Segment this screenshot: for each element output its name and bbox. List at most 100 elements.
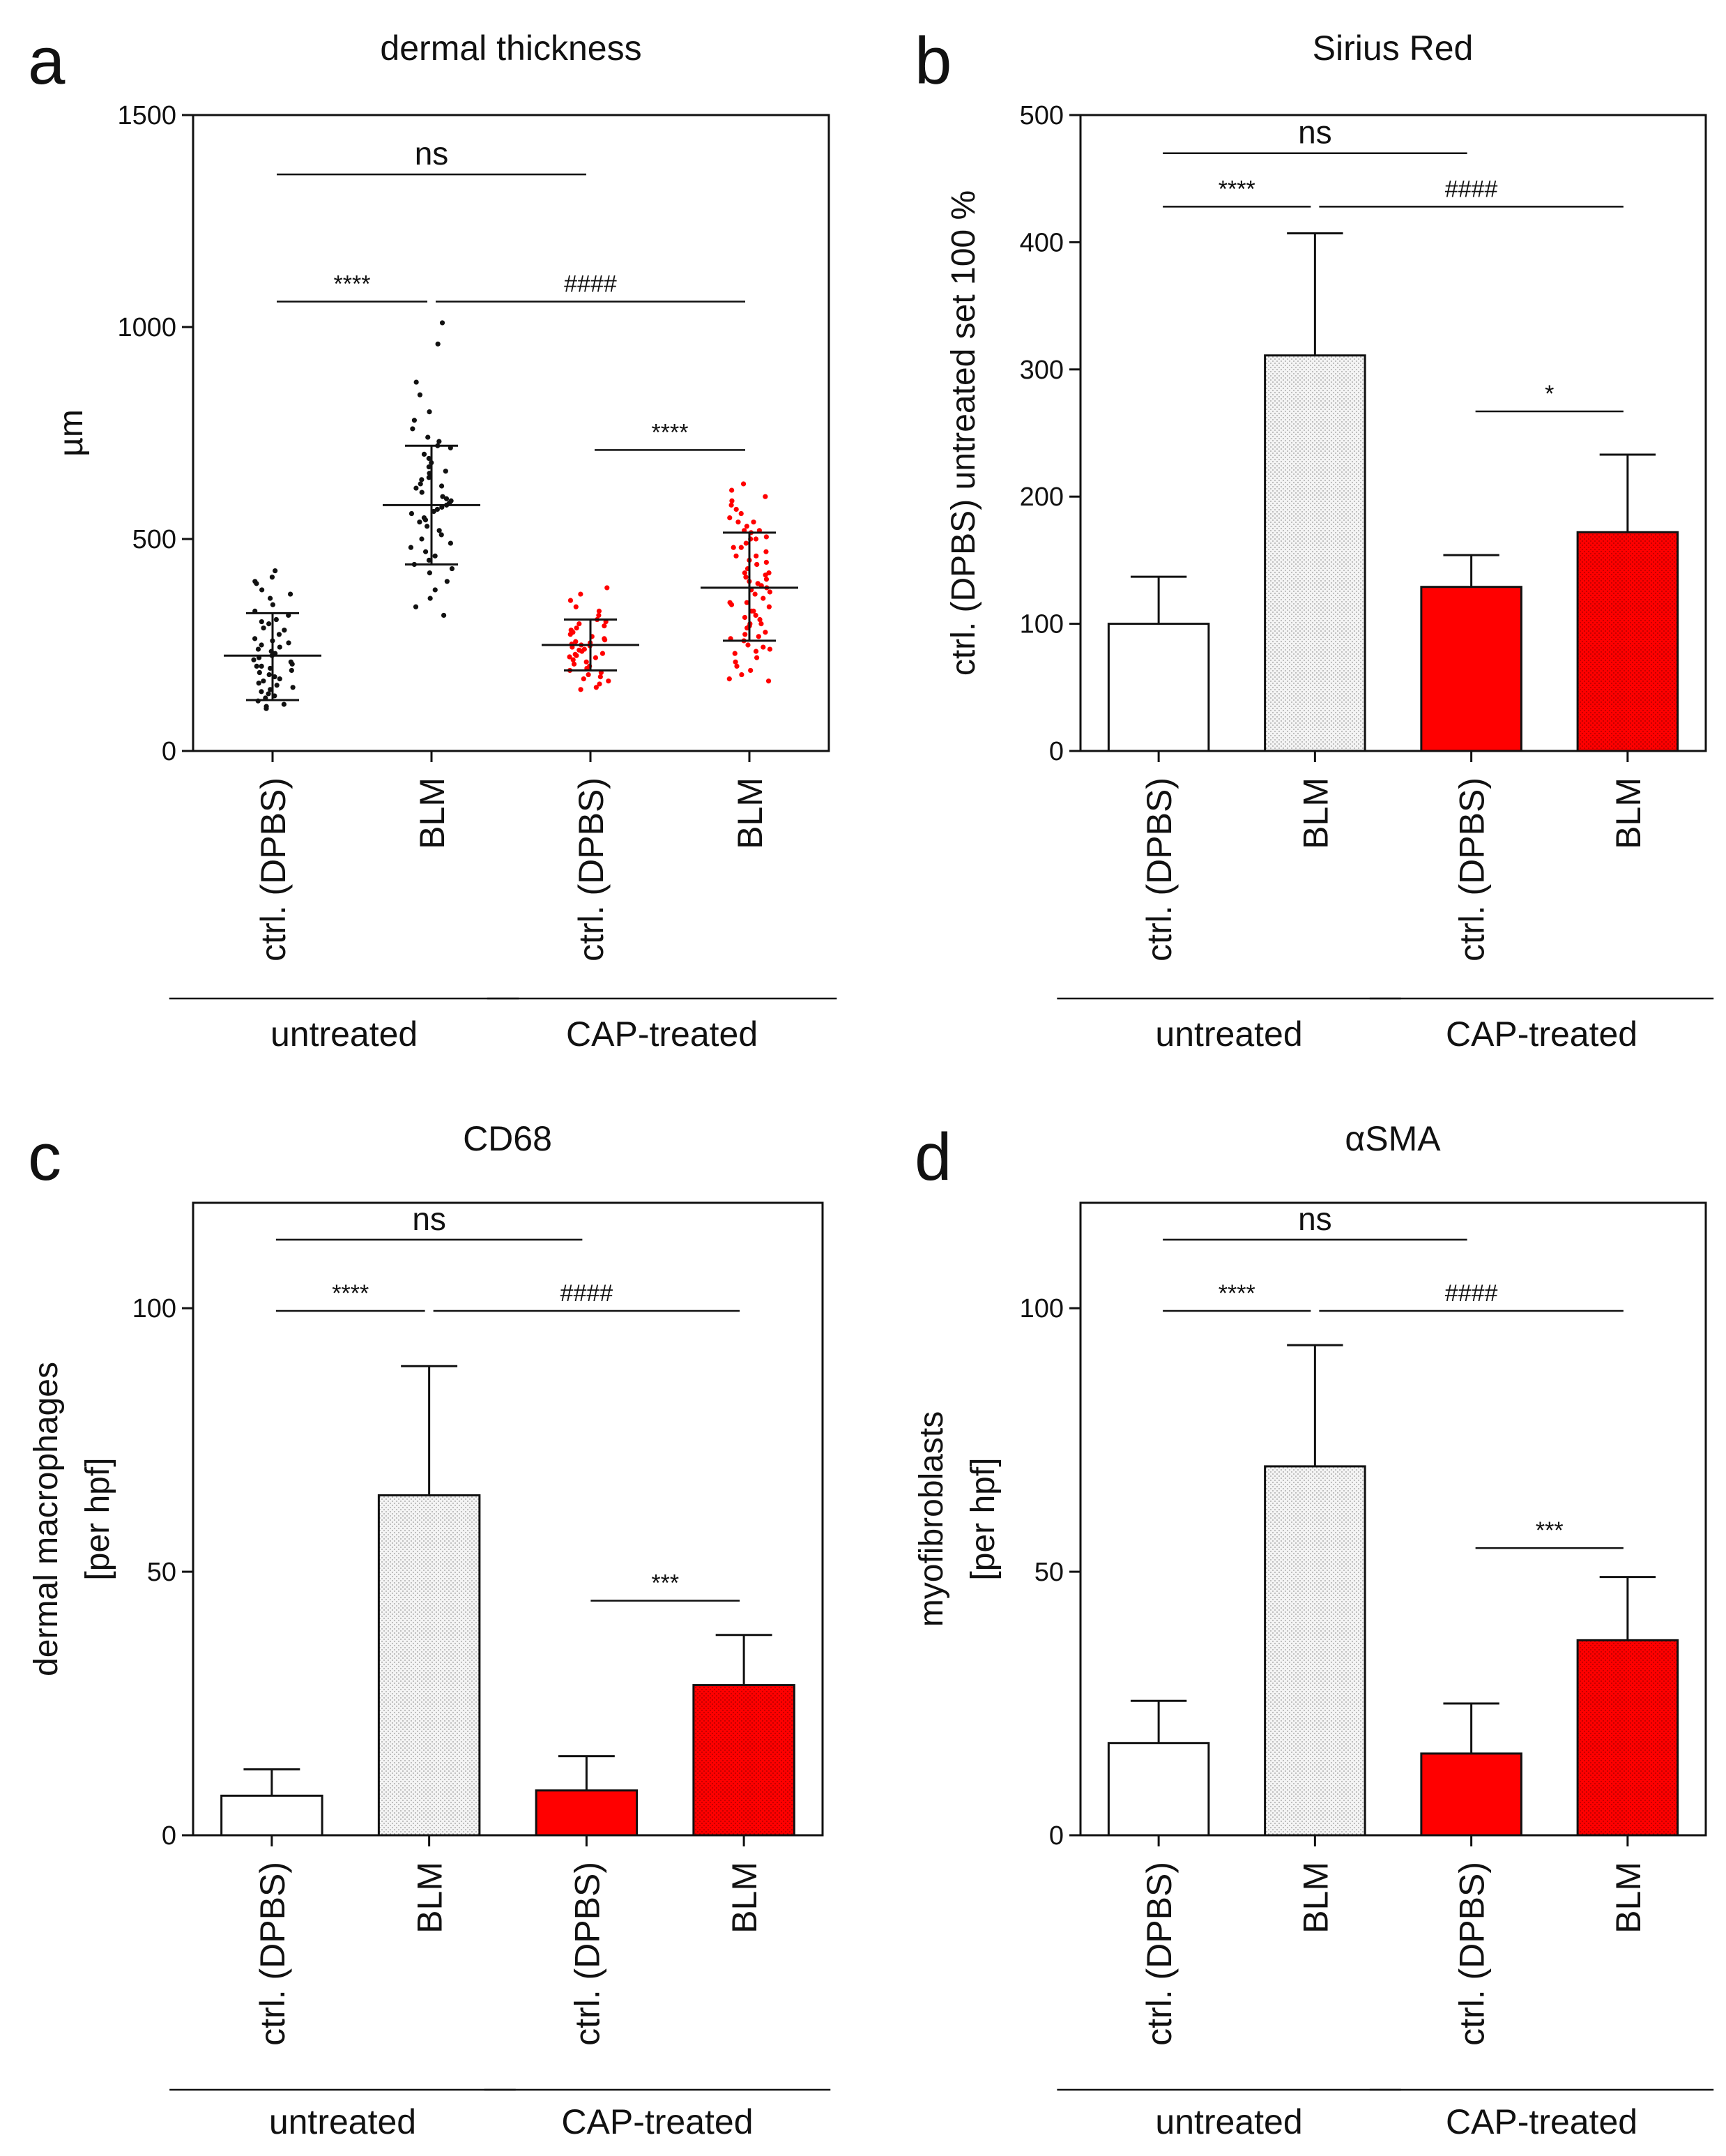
data-point <box>255 646 261 652</box>
data-point <box>411 418 418 423</box>
y-axis-label: µm <box>53 409 90 457</box>
data-point <box>421 451 427 457</box>
category-label: BLM <box>731 777 770 849</box>
data-point <box>281 701 287 707</box>
data-point <box>743 540 749 546</box>
data-point <box>743 575 749 580</box>
data-point <box>259 642 264 648</box>
data-point <box>427 595 433 601</box>
data-point <box>419 477 425 483</box>
bar <box>1576 531 1679 752</box>
data-point <box>763 572 768 578</box>
plot-frame <box>1079 114 1707 752</box>
data-point <box>427 570 432 576</box>
significance-label: ns <box>412 1201 446 1237</box>
y-tick-label: 50 <box>1034 1558 1064 1587</box>
category-label: BLM <box>725 1862 764 1934</box>
data-point <box>413 485 419 491</box>
bar <box>1264 1465 1366 1837</box>
category-label: BLM <box>413 777 452 849</box>
significance-label: #### <box>560 1280 613 1307</box>
data-point <box>432 587 438 593</box>
data-point <box>597 681 602 687</box>
data-point <box>738 510 744 517</box>
data-point <box>257 669 262 676</box>
significance-label: *** <box>1536 1517 1564 1544</box>
data-point <box>726 676 732 682</box>
data-point <box>763 630 768 635</box>
category-label: ctrl. (DPBS) <box>567 1862 606 2046</box>
data-point <box>567 632 573 637</box>
significance-label: **** <box>334 271 371 298</box>
data-point <box>259 618 264 625</box>
data-point <box>441 612 447 618</box>
panel-d: d αSMA 0 50 100 myofibroblasts [per hpf] ctrl. … <box>913 1119 1714 2141</box>
data-point <box>269 575 275 580</box>
data-point <box>734 663 740 669</box>
data-point <box>573 639 579 644</box>
plot-frame <box>1079 1201 1707 1837</box>
data-point <box>763 494 768 499</box>
data-point <box>422 549 429 554</box>
data-point <box>419 536 425 542</box>
group-label: CAP-treated <box>561 2102 753 2141</box>
data-point <box>744 625 750 631</box>
data-point <box>744 600 750 605</box>
data-point <box>435 341 441 347</box>
category-label: ctrl. (DPBS) <box>1140 777 1179 962</box>
category-label: ctrl. (DPBS) <box>254 777 293 962</box>
data-point <box>766 604 772 609</box>
category-label: BLM <box>411 1862 450 1934</box>
y-axis-label-line1: myofibroblasts <box>913 1411 950 1627</box>
data-point <box>417 519 422 525</box>
y-tick-label: 400 <box>1020 228 1064 257</box>
group-label: CAP-treated <box>1446 2102 1637 2141</box>
significance-label: ns <box>415 135 449 172</box>
data-point <box>758 621 764 627</box>
data-point <box>289 667 294 674</box>
category-label: BLM <box>1609 1862 1648 1934</box>
plot-frame <box>192 1201 824 1837</box>
data-point <box>439 320 445 326</box>
data-point <box>732 651 738 656</box>
data-point <box>438 483 445 489</box>
data-point <box>596 608 602 614</box>
data-point <box>273 568 278 574</box>
data-point <box>267 595 273 601</box>
group-label: CAP-treated <box>1446 1015 1637 1054</box>
data-point <box>602 623 607 629</box>
data-point <box>273 616 279 623</box>
y-axis-label-line2: [per hpf] <box>965 1457 1002 1580</box>
data-point <box>259 587 265 593</box>
data-point <box>426 464 432 470</box>
group-label: CAP-treated <box>566 1015 758 1054</box>
panel-letter: c <box>28 1120 61 1194</box>
data-point <box>252 636 258 642</box>
group-label: untreated <box>269 2102 416 2141</box>
data-point <box>742 614 748 621</box>
y-tick-label: 300 <box>1020 356 1064 385</box>
data-point <box>731 545 736 550</box>
category-label: ctrl. (DPBS) <box>1140 1862 1179 2046</box>
data-point <box>290 685 296 690</box>
category-label: BLM <box>1296 1862 1335 1934</box>
data-point <box>425 524 430 529</box>
data-point <box>270 602 275 607</box>
group-label: untreated <box>270 1015 418 1054</box>
data-point <box>596 612 602 618</box>
data-point <box>735 519 741 525</box>
data-point <box>757 616 763 623</box>
y-tick-label: 0 <box>162 1821 176 1851</box>
y-tick-label: 100 <box>132 1294 176 1323</box>
data-point <box>748 667 754 674</box>
data-point <box>744 524 749 529</box>
panel-title: CD68 <box>463 1119 552 1158</box>
data-point <box>449 565 455 572</box>
group-label: untreated <box>1155 2102 1302 2141</box>
data-point <box>763 559 769 565</box>
y-tick-label: 500 <box>132 525 176 554</box>
data-point <box>444 579 450 584</box>
data-point <box>733 659 738 665</box>
data-point <box>751 519 756 525</box>
data-point <box>436 439 442 444</box>
